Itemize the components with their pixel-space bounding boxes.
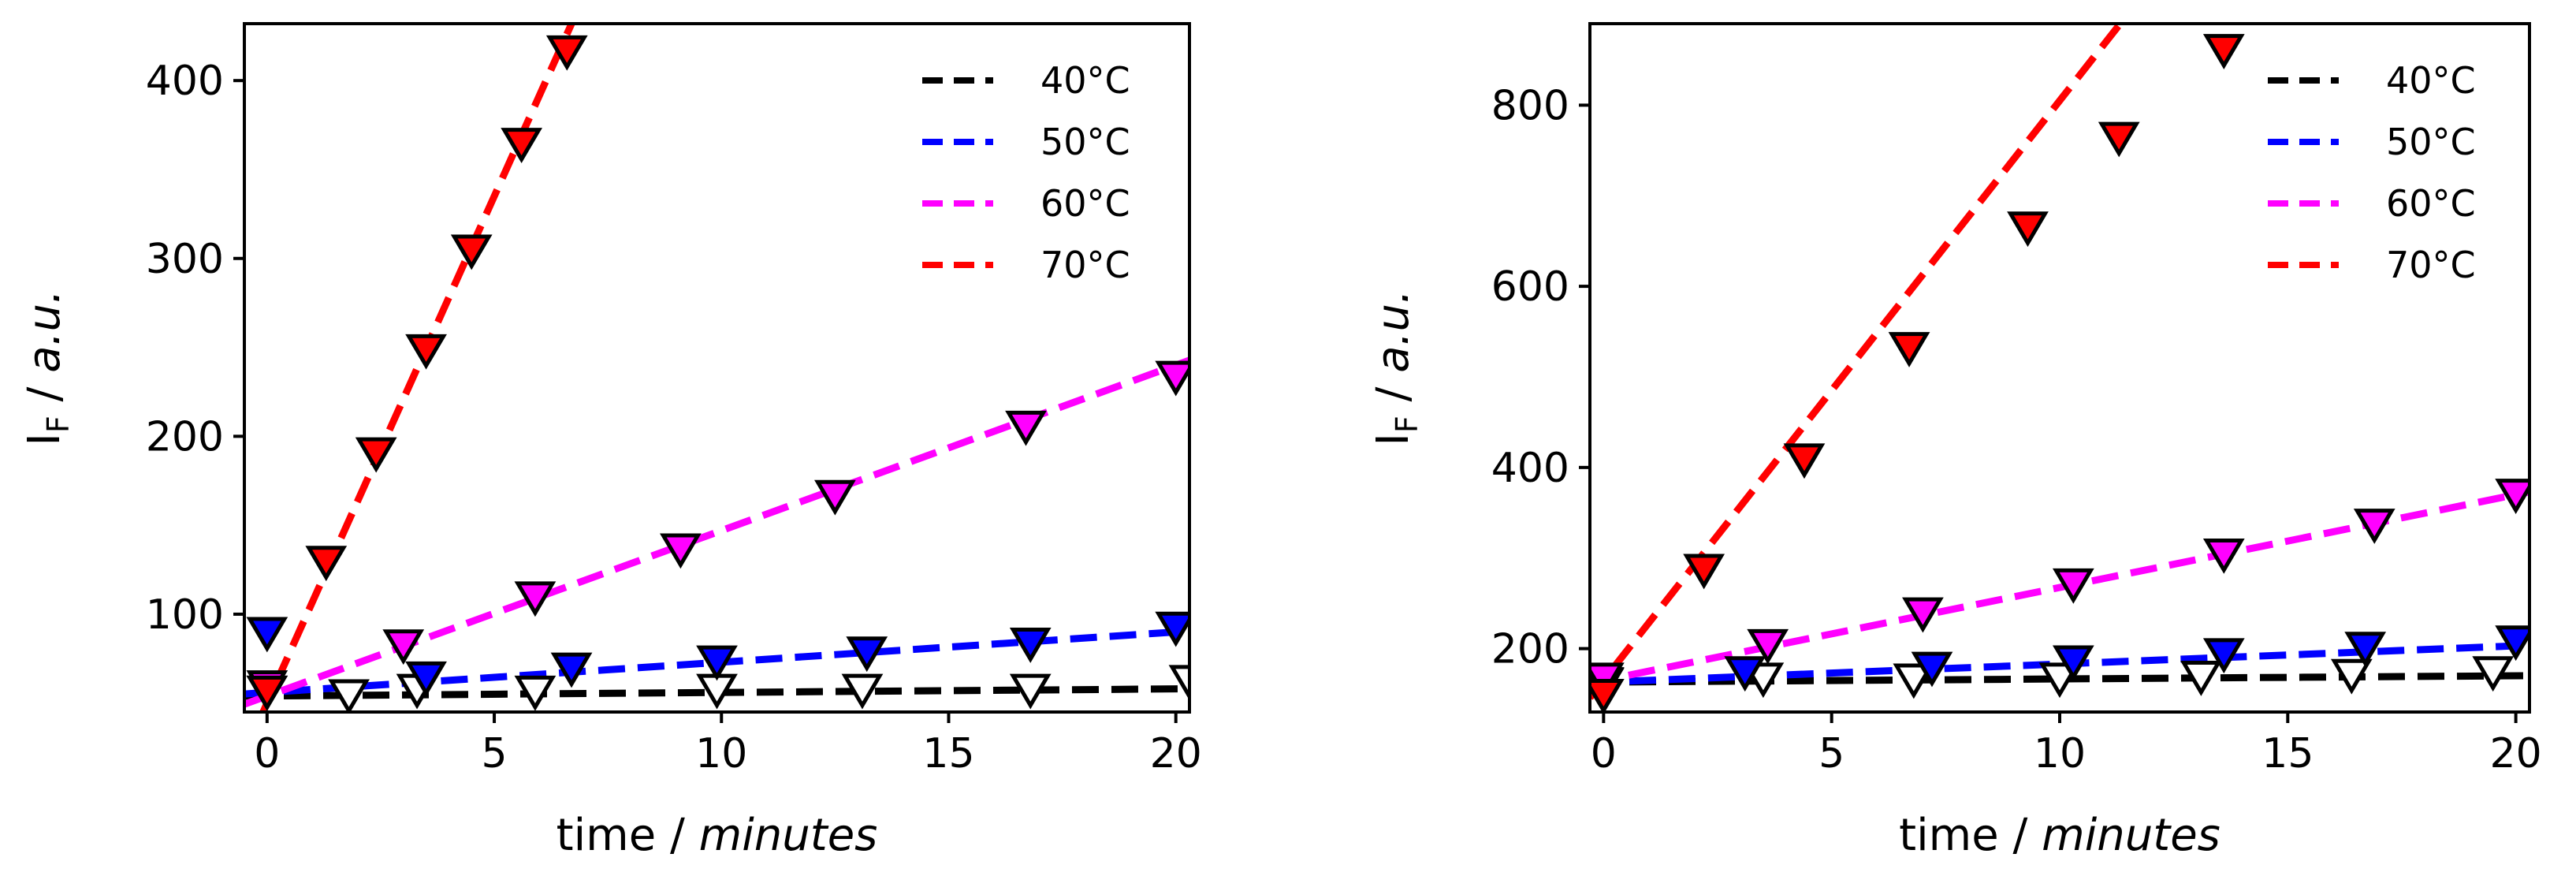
data-point-50c [2495,625,2529,662]
data-point-60c [660,533,702,569]
data-point-50c [246,617,288,653]
data-point-60c [2052,568,2094,604]
fit-line-70c [1590,24,2125,700]
data-point-50c [550,652,593,688]
legend-label-70c: 70°C [1040,244,1130,286]
y-tick-label: 100 [146,591,224,639]
legend-label-50c: 50°C [1040,121,1130,163]
fit-lines [1590,24,2529,700]
fit-lines [244,24,1189,712]
data-point-50c [1724,656,1766,692]
y-tick-label: 800 [1491,82,1569,129]
data-point-60c [382,629,425,665]
x-tick-label: 0 [254,730,280,777]
data-point-50c [2344,632,2387,668]
y-tick-label: 400 [1491,445,1569,492]
data-point-70c [545,35,588,71]
x-tick-label: 15 [2261,730,2314,777]
data-point-40c [1168,665,1189,701]
data-point-70c [355,437,397,473]
data-point-70c [450,234,493,270]
data-point-60c [1005,410,1047,446]
data-point-50c [405,661,447,697]
x-tick-label: 10 [2034,730,2086,777]
data-point-50c [1009,628,1052,663]
data-point-70c [1888,332,1930,367]
y-tick-label: 200 [146,413,224,460]
data-point-50c [1155,611,1189,647]
data-point-70c [1683,554,1725,590]
y-axis-label: IF / a.u. [1368,289,1424,446]
x-tick-label: 5 [481,730,507,777]
y-tick-label: 200 [1491,626,1569,673]
data-point-50c [696,645,738,681]
data-point-70c [1783,443,1826,479]
x-tick-label: 0 [1591,730,1617,777]
data-point-50c [846,636,888,673]
legend-label-70c: 70°C [2386,244,2476,286]
data-point-40c [2330,658,2373,695]
left-chart-panel: 0 5 10 15 20 100 200 300 400 time / minutes IF / a… [19,22,1202,861]
legend-label-60c: 60°C [1040,182,1130,225]
data-point-40c [841,673,884,710]
x-axis-label: time / minutes [557,810,878,861]
axes-frame [243,22,1191,714]
data-point-70c [2007,211,2049,248]
data-point-60c [2202,538,2245,574]
x-tick-label: 10 [695,730,747,777]
data-point-70c [246,675,288,711]
data-point-60c [2495,479,2529,514]
legend: 40°C 50°C 60°C 70°C [922,59,1130,286]
data-point-40c [1009,673,1052,710]
x-tick-label: 20 [2490,730,2542,777]
legend-label-50c: 50°C [2386,121,2476,163]
data-point-70c [405,334,447,370]
y-tick-label: 600 [1491,263,1569,311]
data-point-50c [2052,645,2094,681]
data-point-70c [501,128,543,163]
y-axis-label: IF / a.u. [19,289,76,446]
x-tick-label: 20 [1150,730,1202,777]
x-axis-label: time / minutes [1899,810,2220,861]
legend-label-40c: 40°C [1040,59,1130,102]
right-chart-panel: 0 5 10 15 20 200 400 600 800 time / minutes IF / a… [1368,22,2542,861]
data-point-70c [2202,34,2245,69]
y-tick-label: 400 [146,58,224,105]
data-point-50c [1911,651,1953,688]
data-point-60c [1155,360,1189,397]
legend-label-40c: 40°C [2386,59,2476,102]
data-point-70c [305,546,348,582]
data-point-40c [2180,661,2222,696]
data-point-60c [514,581,557,617]
data-point-50c [2202,638,2245,674]
data-point-40c [514,675,557,711]
legend: 40°C 50°C 60°C 70°C [2268,59,2476,286]
data-point-40c [2472,656,2515,692]
x-tick-label: 5 [1818,730,1845,777]
data-point-70c [2098,121,2140,158]
data-point-40c [328,679,370,712]
data-point-60c [814,479,856,516]
data-markers [1590,34,2529,712]
x-tick-label: 15 [922,730,974,777]
data-point-60c [1747,628,1789,665]
legend-label-60c: 60°C [2386,182,2476,225]
y-tick-label: 300 [146,236,224,283]
data-point-60c [1902,597,1944,633]
data-markers [246,35,1189,712]
data-point-70c [1590,679,1625,712]
data-point-60c [2353,509,2395,544]
data-point-40c [1893,663,1935,699]
